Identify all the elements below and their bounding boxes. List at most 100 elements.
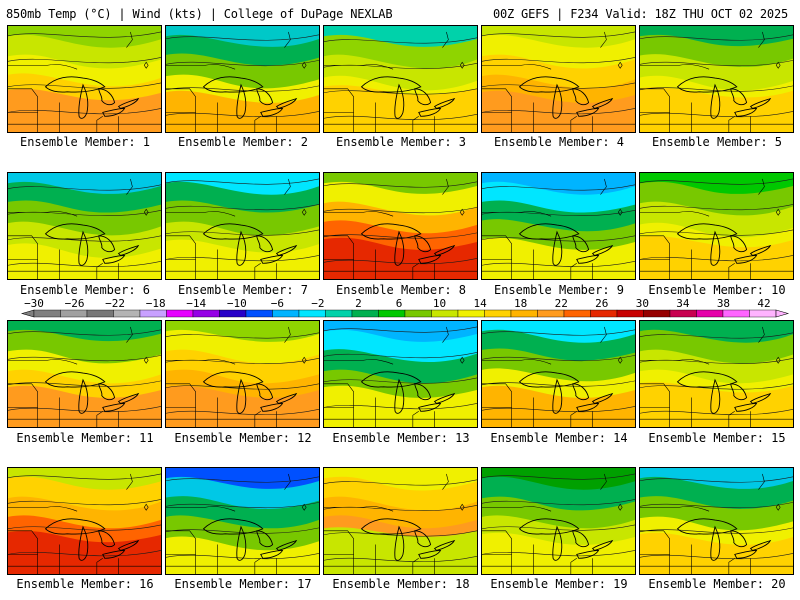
wind-contour-line xyxy=(482,31,635,38)
great-lake-outline xyxy=(576,550,600,559)
ensemble-map-panel xyxy=(7,172,162,280)
wind-contour-line xyxy=(640,229,793,236)
great-lake-outline xyxy=(117,244,140,256)
wind-contour-line xyxy=(8,261,161,268)
colorbar-tick-label: 2 xyxy=(355,297,362,310)
colorbar-swatch xyxy=(563,309,591,318)
wind-contour-line xyxy=(482,184,635,191)
wind-contour-line xyxy=(482,261,635,268)
wind-contour-line xyxy=(324,377,477,384)
state-border-line xyxy=(324,235,354,279)
great-lake-outline xyxy=(730,530,748,548)
great-lake-outline xyxy=(102,550,126,559)
state-border-line xyxy=(482,64,552,70)
ensemble-map-panel xyxy=(7,25,162,133)
map-marker xyxy=(143,503,149,511)
colorbar-tick-label: 38 xyxy=(717,297,730,310)
state-border-line xyxy=(284,31,291,48)
ensemble-map-panel xyxy=(165,320,320,428)
ensemble-member-label: Ensemble Member: 8 xyxy=(335,283,467,297)
wind-contour-line xyxy=(8,499,161,506)
great-lake-outline xyxy=(710,378,721,414)
colorbar-tick-label: 42 xyxy=(757,297,770,310)
colorbar-swatch xyxy=(669,309,697,318)
state-border-line xyxy=(166,359,236,365)
temperature-band xyxy=(166,385,319,427)
colorbar-swatch xyxy=(33,309,61,318)
state-border-line xyxy=(254,558,261,574)
great-lake-outline xyxy=(394,83,405,119)
temperature-field-map xyxy=(8,468,161,574)
colorbar-swatch xyxy=(166,309,194,318)
state-border-line xyxy=(412,411,419,427)
ensemble-map-panel xyxy=(7,467,162,575)
colorbar-swatch xyxy=(404,309,432,318)
temperature-field-map xyxy=(8,173,161,279)
ensemble-member-label: Ensemble Member: 12 xyxy=(174,431,312,445)
wind-contour-line xyxy=(640,85,793,92)
temperature-band xyxy=(324,237,477,279)
state-border-line xyxy=(324,211,394,217)
wind-contour-line xyxy=(166,409,319,416)
great-lake-outline xyxy=(710,230,721,266)
wind-contour-line xyxy=(640,476,793,483)
wind-contour-line xyxy=(482,473,635,480)
great-lake-outline xyxy=(576,108,600,117)
great-lake-outline xyxy=(260,403,284,412)
wind-contour-line xyxy=(482,82,635,89)
great-lake-outline xyxy=(591,97,614,109)
wind-contour-line xyxy=(482,235,635,242)
great-lake-outline xyxy=(433,97,456,109)
great-lake-outline xyxy=(78,378,89,414)
great-lake-outline xyxy=(749,539,772,551)
colorbar-swatch xyxy=(457,309,485,318)
great-lake-outline xyxy=(749,97,772,109)
wind-contour-line xyxy=(482,57,635,64)
map-marker xyxy=(301,61,307,69)
map-marker xyxy=(459,208,465,216)
wind-contour-line xyxy=(166,527,319,534)
state-border-line xyxy=(482,88,512,132)
map-marker xyxy=(617,208,623,216)
ensemble-member-label: Ensemble Member: 14 xyxy=(490,431,628,445)
colorbar-tick-label: 26 xyxy=(595,297,608,310)
great-lake-outline xyxy=(433,392,456,404)
great-lake-outline xyxy=(418,255,442,264)
great-lake-outline xyxy=(730,383,748,401)
map-marker xyxy=(775,61,781,69)
colorbar-swatch xyxy=(378,309,406,318)
temperature-field-map xyxy=(482,26,635,132)
wind-contour-line xyxy=(8,184,161,191)
colorbar-swatch xyxy=(86,309,114,318)
map-marker xyxy=(459,61,465,69)
colorbar-swatch xyxy=(298,309,326,318)
wind-contour-line xyxy=(324,114,477,121)
temperature-band xyxy=(640,235,793,279)
wind-contour-line xyxy=(482,550,635,557)
temperature-field-map xyxy=(166,26,319,132)
ensemble-map-panel xyxy=(481,25,636,133)
great-lake-outline xyxy=(117,539,140,551)
map-marker xyxy=(617,503,623,511)
map-marker xyxy=(775,503,781,511)
ensemble-map-panel xyxy=(639,25,794,133)
colorbar-tick-label: 34 xyxy=(676,297,690,310)
colorbar-tick-label: 14 xyxy=(473,297,487,310)
temperature-band xyxy=(8,530,161,574)
great-lake-outline xyxy=(552,525,563,561)
ensemble-map-panel xyxy=(323,25,478,133)
ensemble-map-panel xyxy=(639,172,794,280)
wind-contour-line xyxy=(8,473,161,480)
colorbar-tick-label: −22 xyxy=(105,297,125,310)
state-border-line xyxy=(442,326,449,343)
wind-contour-line xyxy=(640,111,793,118)
great-lake-outline xyxy=(102,255,126,264)
map-marker xyxy=(775,356,781,364)
state-border-line xyxy=(640,383,670,427)
great-lake-outline xyxy=(710,525,721,561)
great-lake-outline xyxy=(518,223,580,240)
great-lake-outline xyxy=(236,525,247,561)
ensemble-map-panel xyxy=(165,467,320,575)
wind-contour-line xyxy=(482,524,635,531)
temperature-band xyxy=(8,385,161,427)
